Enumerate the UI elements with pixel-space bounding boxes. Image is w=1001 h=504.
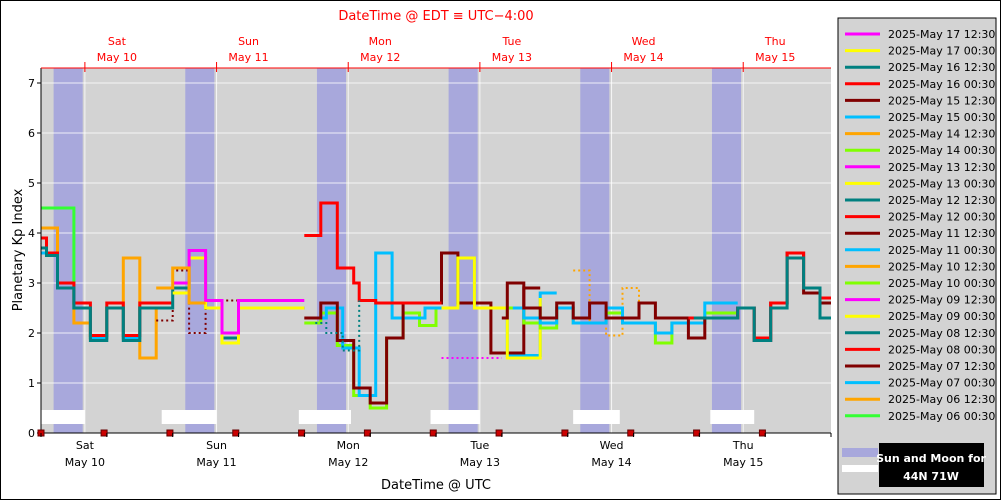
plot-background <box>41 68 831 433</box>
legend-label: 2025-May 12 00:30 <box>888 211 995 224</box>
sun-moon-label: Sun and Moon for <box>876 452 986 465</box>
x-tick-date: May 15 <box>723 456 763 469</box>
series-line <box>315 300 361 352</box>
legend-label: 2025-May 11 12:30 <box>888 227 995 240</box>
series-line <box>304 251 541 405</box>
legend-label: 2025-May 12 12:30 <box>888 194 995 207</box>
x-tick-day: Sun <box>206 439 227 452</box>
top-tick-date: May 11 <box>228 51 268 64</box>
legend-label: 2025-May 11 00:30 <box>888 244 995 257</box>
top-tick-date: May 15 <box>755 51 795 64</box>
legend-label: 2025-May 06 00:30 <box>888 410 995 423</box>
legend-label: 2025-May 07 00:30 <box>888 377 995 390</box>
sun-moon-location: 44N 71W <box>903 470 959 483</box>
y-axis-label: Planetary Kp Index <box>11 188 26 311</box>
top-tick-date: May 10 <box>97 51 137 64</box>
series-line <box>304 306 458 410</box>
top-tick-day: Sat <box>108 35 127 48</box>
x-tick-day: Tue <box>469 439 489 452</box>
moon-bar <box>573 410 620 424</box>
plot-area: 0 1 2 3 4 5 6 7 Sat May 10 Sun May 11 Mon May 12 Tue Ma… <box>28 35 832 469</box>
legend-label: 2025-May 07 12:30 <box>888 360 995 373</box>
top-tick-day: Thu <box>764 35 786 48</box>
legend-label: 2025-May 10 00:30 <box>888 277 995 290</box>
chart-title: DateTime @ EDT ≡ UTC−4:00 <box>338 9 533 24</box>
midnight-marker <box>693 429 701 437</box>
night-band <box>711 68 742 433</box>
moon-bar <box>161 410 217 424</box>
legend-label: 2025-May 14 00:30 <box>888 144 995 157</box>
x-tick-date: May 10 <box>65 456 105 469</box>
top-tick-day: Tue <box>501 35 521 48</box>
moon-bar <box>430 410 480 424</box>
x-tick-date: May 14 <box>591 456 631 469</box>
legend-label: 2025-May 09 00:30 <box>888 310 995 323</box>
legend-label: 2025-May 08 12:30 <box>888 327 995 340</box>
legend-label: 2025-May 10 12:30 <box>888 260 995 273</box>
top-tick-date: May 13 <box>492 51 532 64</box>
moon-bar <box>298 410 351 424</box>
midnight-marker <box>627 429 635 437</box>
midnight-marker <box>232 429 240 437</box>
y-tick-label: 5 <box>28 177 35 190</box>
legend-moon-swatch <box>842 465 878 472</box>
y-tick-label: 3 <box>28 277 35 290</box>
legend-label: 2025-May 13 12:30 <box>888 161 995 174</box>
y-tick-label: 6 <box>28 127 35 140</box>
top-tick-day: Sun <box>238 35 259 48</box>
series-line <box>693 256 831 342</box>
legend-label: 2025-May 16 12:30 <box>888 61 995 74</box>
night-band <box>448 68 478 433</box>
series-line <box>304 201 442 305</box>
legend-label: 2025-May 14 12:30 <box>888 128 995 141</box>
y-tick-label: 4 <box>28 227 35 240</box>
series-line <box>441 256 542 360</box>
legend-label: 2025-May 15 12:30 <box>888 94 995 107</box>
legend-panel: 2025-May 17 12:30 2025-May 17 00:30 2025-M… <box>837 17 997 495</box>
x-tick-day: Mon <box>337 439 360 452</box>
midnight-marker <box>561 429 569 437</box>
midnight-marker <box>758 429 766 437</box>
x-tick-day: Wed <box>600 439 624 452</box>
legend-label: 2025-May 09 12:30 <box>888 294 995 307</box>
x-tick-date: May 13 <box>460 456 500 469</box>
sun-moon-box <box>879 443 984 487</box>
x-axis-label: DateTime @ UTC <box>381 478 491 493</box>
legend-night-swatch <box>842 448 878 457</box>
legend-label: 2025-May 15 00:30 <box>888 111 995 124</box>
midnight-marker <box>100 429 108 437</box>
top-tick-day: Mon <box>369 35 392 48</box>
legend-label: 2025-May 13 00:30 <box>888 177 995 190</box>
x-tick-day: Sat <box>76 439 95 452</box>
moon-bar <box>41 410 85 424</box>
legend-label: 2025-May 08 00:30 <box>888 343 995 356</box>
top-tick-date: May 14 <box>623 51 663 64</box>
top-tick-day: Wed <box>632 35 656 48</box>
midnight-marker <box>363 429 371 437</box>
x-tick-day: Thu <box>732 439 754 452</box>
x-tick-date: May 11 <box>196 456 236 469</box>
y-tick-label: 0 <box>28 427 35 440</box>
midnight-marker <box>298 429 306 437</box>
legend-label: 2025-May 06 12:30 <box>888 393 995 406</box>
y-tick-label: 1 <box>28 377 35 390</box>
legend-items: 2025-May 17 12:30 2025-May 17 00:30 2025-M… <box>845 28 995 423</box>
legend-label: 2025-May 16 00:30 <box>888 78 995 91</box>
legend-label: 2025-May 17 00:30 <box>888 45 995 58</box>
series-line <box>156 266 206 305</box>
midnight-marker <box>429 429 437 437</box>
night-band <box>580 68 610 433</box>
x-tick-date: May 12 <box>328 456 368 469</box>
moon-bar <box>710 410 755 424</box>
night-band <box>316 68 347 433</box>
y-tick-label: 2 <box>28 327 35 340</box>
top-tick-date: May 12 <box>360 51 400 64</box>
midnight-marker <box>495 429 503 437</box>
y-tick-label: 7 <box>28 77 35 90</box>
legend-label: 2025-May 17 12:30 <box>888 28 995 41</box>
midnight-marker <box>166 429 174 437</box>
